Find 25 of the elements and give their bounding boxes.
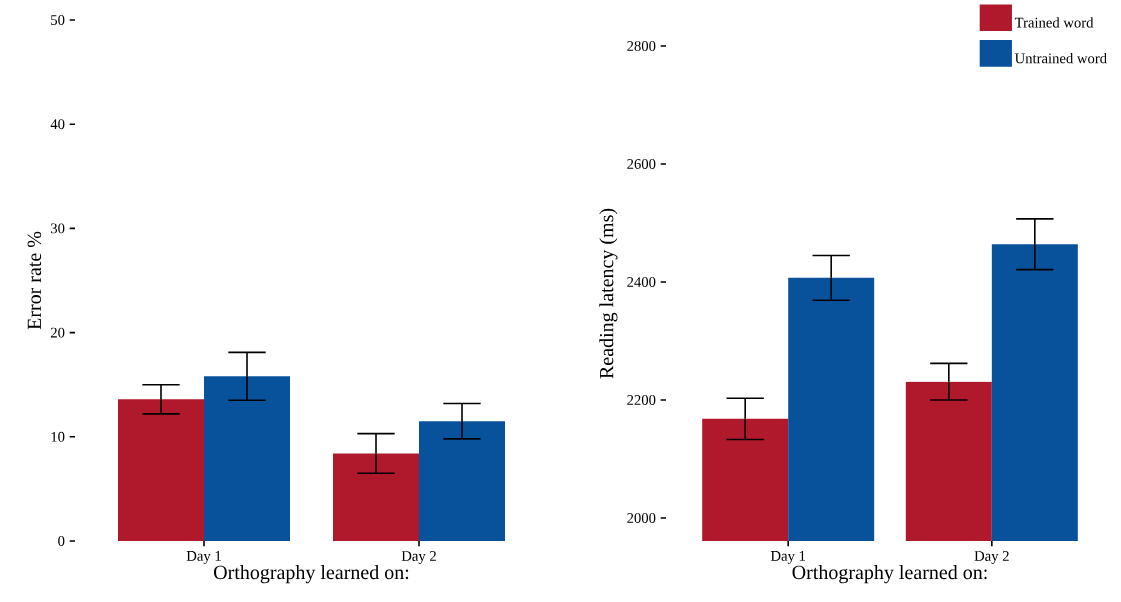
y-tick-label: 2200 [627,395,656,405]
x-tick-label: Day 2 [401,551,436,564]
y-tick-label: 0 [58,536,65,546]
y-tick-label: 50 [51,15,65,25]
bar [118,399,205,541]
legend-label: Untrained word [1014,52,1107,64]
bar [419,421,505,541]
x-tick-label: Day 2 [974,551,1009,564]
x-axis-title: Orthography learned on: [792,565,987,584]
y-tick-label: 2000 [627,513,656,523]
bar [333,453,419,541]
legend-label: Trained word [1014,17,1094,28]
y-tick-label: 2400 [627,277,656,287]
y-tick-label: 2600 [627,159,656,169]
y-tick-label: 40 [50,119,65,130]
y-axis-title: Reading latency (ms) [599,208,618,379]
y-tick-label: 2800 [627,41,656,51]
x-tick-label: Day 1 [186,551,221,564]
x-axis-title: Orthography learned on: [214,565,409,584]
y-tick-label: 10 [51,431,65,442]
bar [204,376,290,541]
y-axis-title: Error rate % [27,231,42,330]
x-tick-label: Day 1 [770,551,806,564]
y-tick-label: 20 [50,327,65,338]
y-tick-label: 30 [51,223,65,234]
